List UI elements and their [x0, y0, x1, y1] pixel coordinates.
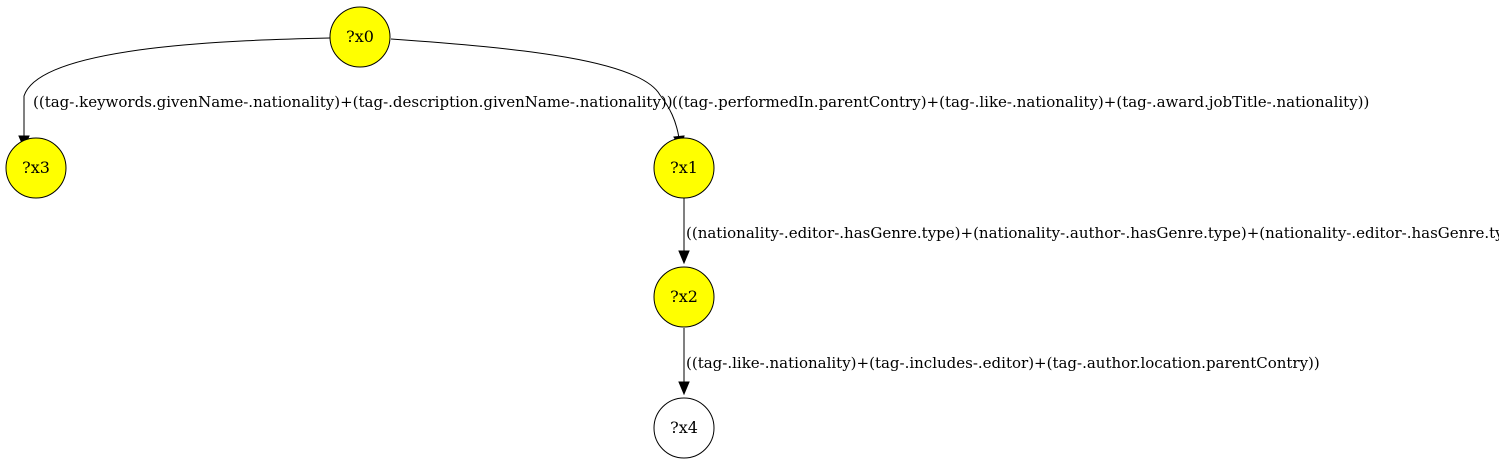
node-x2-label: ?x2: [670, 287, 698, 306]
edge-x1-x2-label: ((nationality-.editor-.hasGenre.type)+(n…: [686, 224, 1499, 242]
edge-x2-x4: ((tag-.like-.nationality)+(tag-.includes…: [678, 328, 1320, 396]
node-x1-circle: [653, 137, 715, 199]
edge-x2-x4-label: ((tag-.like-.nationality)+(tag-.includes…: [686, 354, 1320, 372]
node-x0[interactable]: ?x0: [329, 6, 391, 68]
node-x0-label: ?x0: [346, 27, 374, 46]
edge-x0-x3-label: ((tag-.keywords.givenName-.nationality)+…: [33, 93, 673, 111]
node-x1[interactable]: ?x1: [653, 137, 715, 199]
edge-x0-x3-line: [23, 37, 331, 136]
edge-x0-x1-label: ((tag-.performedIn.parentContry)+(tag-.l…: [672, 93, 1369, 111]
edge-x1-x2-arrowhead: [678, 250, 690, 265]
node-x4-label: ?x4: [670, 418, 698, 437]
edge-x0-x1-line: [390, 38, 680, 139]
node-x0-circle: [329, 6, 391, 68]
edge-x1-x2: ((nationality-.editor-.hasGenre.type)+(n…: [678, 198, 1499, 265]
node-x2[interactable]: ?x2: [653, 266, 715, 328]
node-x3-circle: [5, 137, 67, 199]
node-x4-circle: [653, 397, 715, 459]
node-x1-label: ?x1: [670, 158, 698, 177]
edge-x2-x4-arrowhead: [678, 381, 690, 396]
node-x3-label: ?x3: [22, 158, 50, 177]
node-x4[interactable]: ?x4: [653, 397, 715, 459]
node-x2-circle: [653, 266, 715, 328]
node-x3[interactable]: ?x3: [5, 137, 67, 199]
